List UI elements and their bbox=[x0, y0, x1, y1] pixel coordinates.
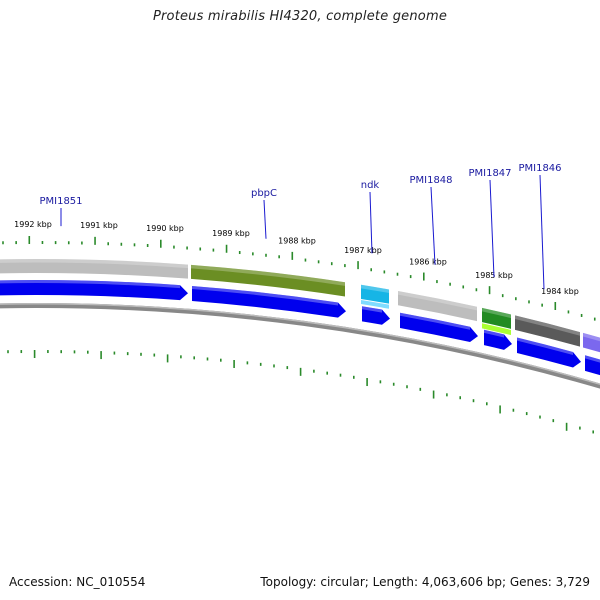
cds-arrow bbox=[192, 285, 346, 318]
gene-labels: PMI1851 pbpC ndk PMI1848 PMI1847 PMI1846 bbox=[39, 163, 562, 290]
cds-arrow bbox=[362, 306, 390, 325]
gene-label-connector bbox=[489, 179, 495, 278]
scale-label: 1990 kbp bbox=[146, 224, 184, 233]
cds-arrow-highlight bbox=[192, 285, 338, 306]
inner-tick-marks bbox=[7, 350, 595, 434]
gene-bar-gene-right bbox=[583, 332, 600, 353]
genome-title: Proteus mirabilis HI4320, complete genom… bbox=[152, 9, 448, 24]
gene-bar-gene-left bbox=[0, 259, 188, 279]
gene-bar-PMI1848 bbox=[398, 291, 477, 322]
cds-track bbox=[0, 280, 600, 376]
gene-bar-ndk-lower bbox=[361, 299, 389, 309]
gene-bar-highlight bbox=[515, 315, 580, 336]
gene-bar-PMI1847 bbox=[482, 307, 511, 329]
accession-text: Accession: NC_010554 bbox=[9, 575, 146, 589]
cds-arrow bbox=[0, 280, 188, 301]
cds-arrow bbox=[585, 355, 600, 376]
gene-label: pbpC bbox=[251, 188, 277, 199]
scale-label: 1992 kbp bbox=[14, 220, 52, 229]
gene-track bbox=[0, 259, 600, 353]
scale-label: 1991 kbp bbox=[80, 221, 118, 230]
gene-label: PMI1846 bbox=[518, 163, 561, 174]
cds-arrow-highlight bbox=[585, 355, 600, 363]
gene-bar-PMI1846 bbox=[515, 315, 580, 347]
gene-label-connector bbox=[539, 174, 545, 290]
gene-label: PMI1851 bbox=[39, 196, 82, 207]
cds-arrow-highlight bbox=[400, 312, 470, 330]
gene-bar-highlight bbox=[583, 332, 600, 342]
cds-arrow bbox=[517, 337, 581, 368]
gene-label-connector bbox=[263, 199, 267, 239]
scale-label: 1987 kbp bbox=[344, 246, 382, 255]
scale-label: 1988 kbp bbox=[278, 236, 316, 245]
gene-bar-PMI1847-lower bbox=[482, 323, 511, 336]
cds-arrow bbox=[400, 312, 478, 343]
gene-bar-ndk bbox=[361, 284, 389, 304]
cds-arrow-highlight bbox=[517, 337, 573, 356]
gene-label: ndk bbox=[361, 180, 380, 191]
gene-bar-highlight bbox=[361, 284, 389, 294]
outer-tick-marks bbox=[2, 236, 596, 321]
cds-arrow-highlight bbox=[0, 280, 180, 289]
cds-arrow bbox=[484, 329, 512, 350]
gene-label: PMI1847 bbox=[468, 168, 511, 179]
cds-arrow-highlight bbox=[362, 306, 382, 313]
scale-label: 1989 kbp bbox=[212, 229, 250, 238]
gene-bar-highlight bbox=[398, 291, 477, 311]
gene-bar-highlight bbox=[0, 259, 188, 269]
gene-bar-highlight bbox=[482, 307, 511, 319]
scale-label: 1984 kbp bbox=[541, 287, 579, 296]
cds-arrow-highlight bbox=[484, 329, 504, 338]
genome-summary-text: Topology: circular; Length: 4,063,606 bp… bbox=[260, 575, 590, 589]
scale-label: 1986 kbp bbox=[409, 257, 447, 266]
gene-label-connector bbox=[369, 191, 373, 254]
gene-bar-pbpC bbox=[191, 264, 345, 297]
gene-label-connector bbox=[430, 186, 436, 265]
gene-label: PMI1848 bbox=[409, 175, 452, 186]
gene-bar-highlight bbox=[191, 264, 345, 286]
